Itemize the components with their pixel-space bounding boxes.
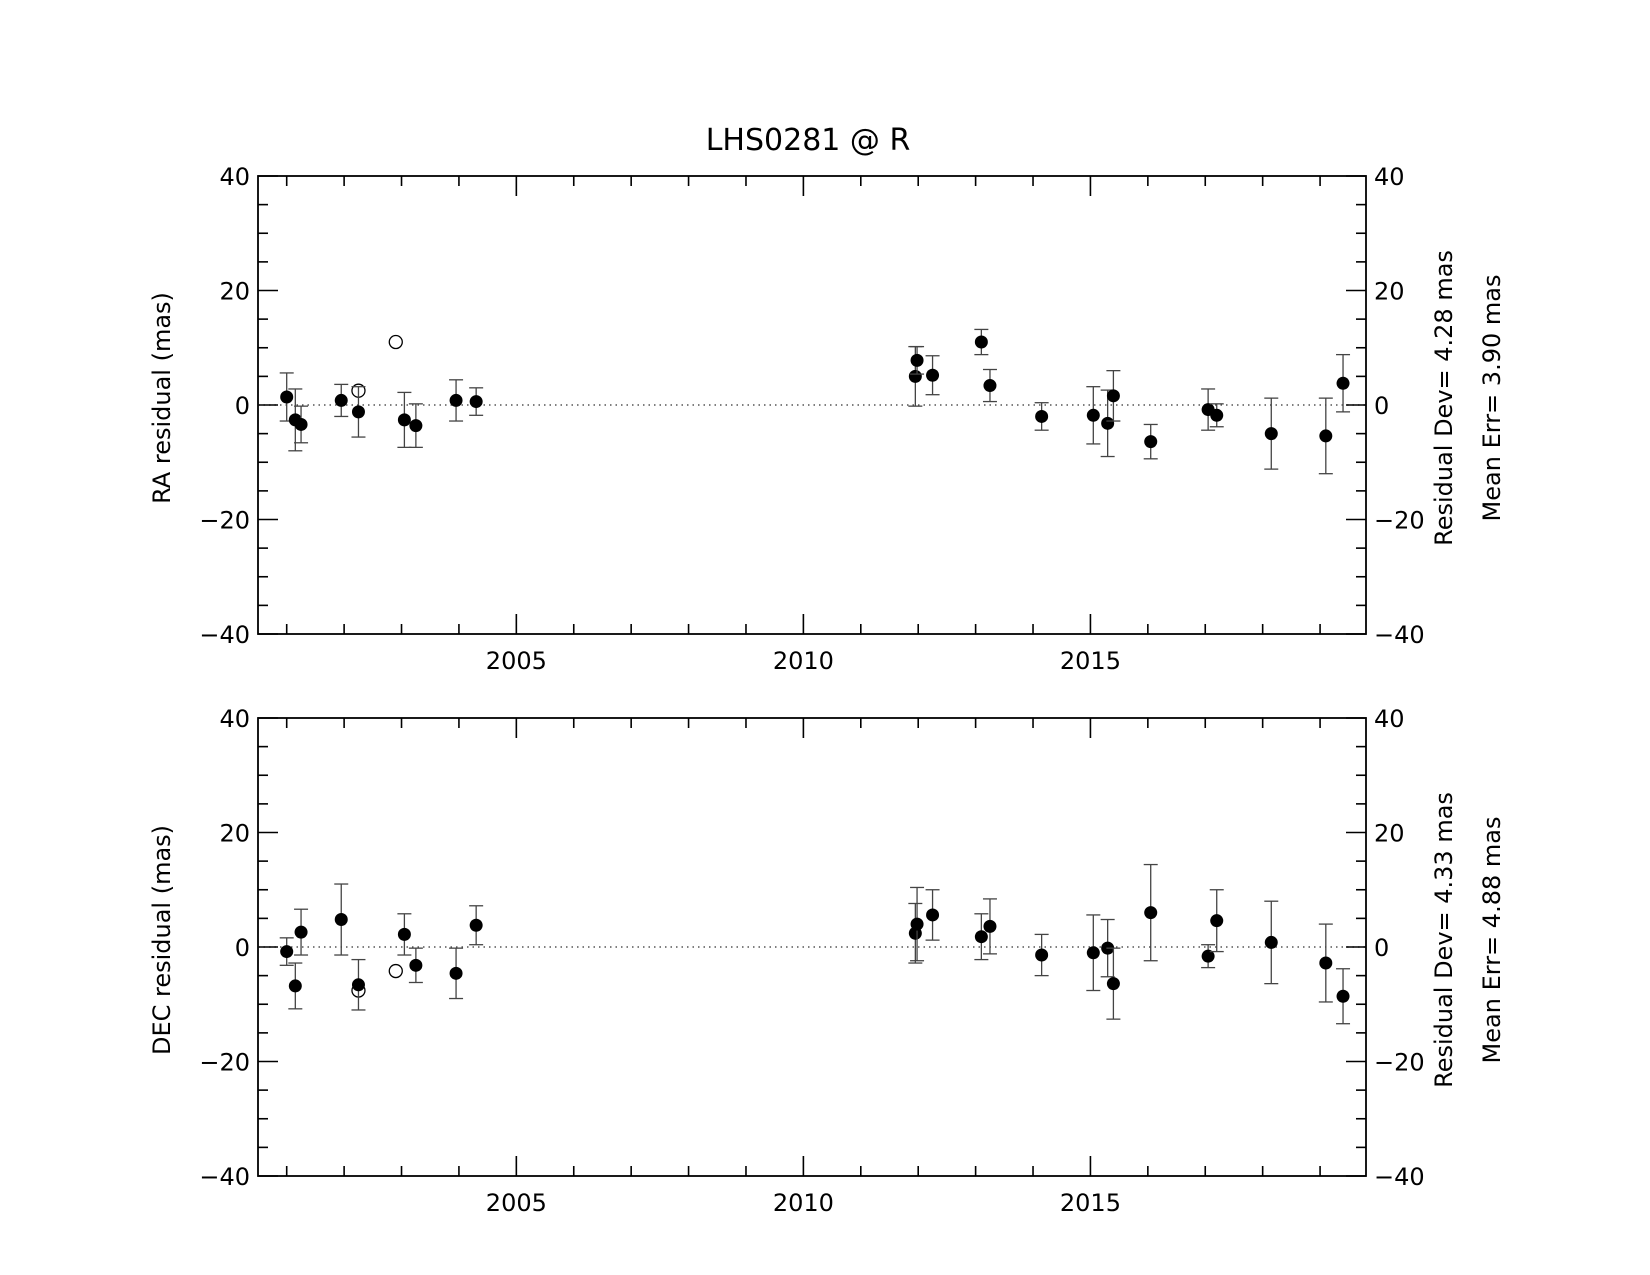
- dec-y-tick-label-right: −40: [1374, 1163, 1425, 1191]
- dec-data-point: [910, 917, 924, 931]
- dec-data-point: [351, 978, 365, 992]
- dec-data-point: [1336, 989, 1350, 1003]
- ra-data-point: [1264, 427, 1278, 441]
- dec-x-tick-label: 2005: [486, 1189, 547, 1217]
- ra-y-tick-label-left: 20: [219, 278, 250, 306]
- dec-mean-err: Mean Err= 4.88 mas: [1478, 817, 1506, 1064]
- dec-data-point: [1210, 914, 1224, 928]
- ra-data-point: [983, 379, 997, 393]
- ra-y-tick-label-right: 0: [1374, 392, 1389, 420]
- dec-y-tick-label-left: −40: [199, 1163, 250, 1191]
- ra-y-tick-label-right: 40: [1374, 163, 1405, 191]
- ra-y-tick-label-left: −40: [199, 621, 250, 649]
- ra-data-point: [1086, 408, 1100, 422]
- ra-data-point: [294, 417, 308, 431]
- dec-y-tick-label-left: 20: [219, 820, 250, 848]
- dec-data-point: [974, 930, 988, 944]
- dec-data-point: [1035, 948, 1049, 962]
- ra-y-tick-label-right: 20: [1374, 278, 1405, 306]
- ra-data-point: [351, 405, 365, 419]
- ra-y-axis-label: RA residual (mas): [148, 292, 176, 504]
- dec-residual-panel: DEC residual (mas) Residual Dev= 4.33 ma…: [148, 705, 1506, 1217]
- dec-data-point: [397, 927, 411, 941]
- dec-residual-dev: Residual Dev= 4.33 mas: [1430, 792, 1458, 1088]
- dec-y-tick-label-left: 40: [219, 705, 250, 733]
- dec-data-point: [294, 925, 308, 939]
- dec-x-tick-label: 2010: [773, 1189, 834, 1217]
- ra-data-point: [1035, 409, 1049, 423]
- dec-y-tick-label-right: 40: [1374, 705, 1405, 733]
- ra-data-point: [469, 395, 483, 409]
- ra-y-tick-label-right: −20: [1374, 507, 1425, 535]
- dec-x-tick-label: 2015: [1060, 1189, 1121, 1217]
- ra-data-point: [1210, 408, 1224, 422]
- ra-data-point: [910, 353, 924, 367]
- dec-data-point: [1201, 949, 1215, 963]
- ra-y-tick-label-left: 40: [219, 163, 250, 191]
- ra-data-point: [1336, 376, 1350, 390]
- dec-y-tick-label-right: 0: [1374, 934, 1389, 962]
- dec-data-point: [1106, 977, 1120, 991]
- ra-x-tick-label: 2010: [773, 647, 834, 675]
- ra-data-point: [1144, 435, 1158, 449]
- dec-data-point: [288, 979, 302, 993]
- dec-data-point: [1086, 946, 1100, 960]
- dec-y-tick-label-right: 20: [1374, 820, 1405, 848]
- dec-data-point: [280, 945, 294, 959]
- ra-data-point: [334, 393, 348, 407]
- chart-title: LHS0281 @ R: [706, 123, 911, 158]
- dec-y-tick-label-left: 0: [235, 934, 250, 962]
- ra-mean-err: Mean Err= 3.90 mas: [1478, 275, 1506, 522]
- ra-residual-panel: RA residual (mas) Residual Dev= 4.28 mas…: [148, 163, 1506, 675]
- ra-data-point: [397, 413, 411, 427]
- dec-y-tick-label-left: −20: [199, 1049, 250, 1077]
- ra-data-point: [908, 369, 922, 383]
- ra-y-tick-label-left: −20: [199, 507, 250, 535]
- dec-y-axis-label: DEC residual (mas): [148, 825, 176, 1055]
- dec-data-point-open: [388, 963, 403, 979]
- ra-y-tick-label-left: 0: [235, 392, 250, 420]
- ra-data-point-open: [388, 334, 403, 350]
- ra-x-tick-label: 2015: [1060, 647, 1121, 675]
- ra-data-point: [1106, 389, 1120, 403]
- dec-y-tick-label-right: −20: [1374, 1049, 1425, 1077]
- ra-data-point: [926, 368, 940, 382]
- dec-data-point: [983, 919, 997, 933]
- dec-data-point: [1264, 935, 1278, 949]
- ra-data-point: [1101, 416, 1115, 430]
- dec-data-point: [409, 958, 423, 972]
- dec-data-point: [449, 966, 463, 980]
- ra-data-point: [409, 419, 423, 433]
- dec-data-point: [926, 908, 940, 922]
- ra-x-tick-label: 2005: [486, 647, 547, 675]
- ra-data-point: [1319, 429, 1333, 443]
- dec-data-point: [1144, 906, 1158, 920]
- dec-data-point: [469, 918, 483, 932]
- ra-data-point: [449, 393, 463, 407]
- ra-data-point: [974, 335, 988, 349]
- ra-data-point: [280, 390, 294, 404]
- dec-data-point: [334, 913, 348, 927]
- dec-data-point: [1319, 956, 1333, 970]
- ra-y-tick-label-right: −40: [1374, 621, 1425, 649]
- ra-residual-dev: Residual Dev= 4.28 mas: [1430, 250, 1458, 546]
